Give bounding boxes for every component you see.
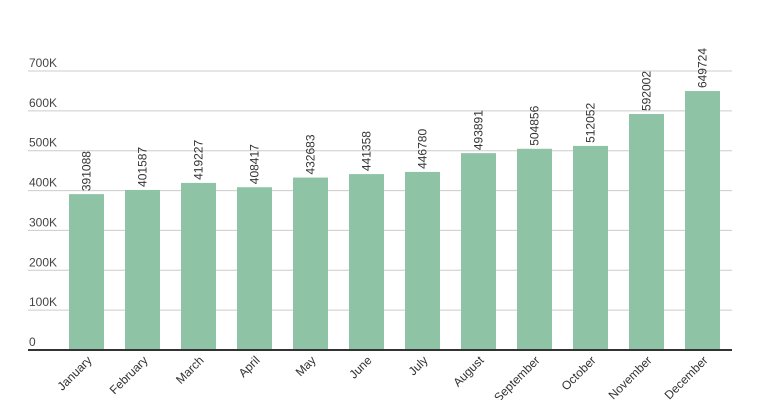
data-label: 441358: [360, 131, 374, 171]
y-tick-label: 700K: [29, 56, 57, 70]
data-label: 592002: [640, 71, 654, 111]
bar-september: [517, 148, 552, 350]
bar-july: [405, 171, 440, 350]
y-tick-label: 500K: [29, 136, 57, 150]
bar-april: [237, 187, 272, 350]
data-label: 504856: [528, 105, 542, 145]
data-labels: 391088 401587 419227 408417 432683 441358 4467…: [80, 48, 710, 191]
y-axis-ticks: 0 100K 200K 300K 400K 500K 600K 700K: [29, 56, 57, 349]
x-tick-label: February: [107, 353, 151, 397]
x-tick-label: October: [559, 353, 599, 393]
bar-december: [685, 91, 720, 350]
data-label: 649724: [696, 48, 710, 88]
y-tick-label: 600K: [29, 96, 57, 110]
y-tick-label: 300K: [29, 215, 57, 229]
x-tick-label: November: [606, 353, 655, 400]
bars: [69, 91, 720, 350]
x-tick-label: June: [346, 353, 375, 382]
bar-october: [573, 145, 608, 350]
bar-june: [349, 174, 384, 350]
bar-november: [629, 114, 664, 350]
y-tick-label: 0: [29, 335, 36, 349]
bar-january: [69, 194, 104, 350]
x-tick-label: July: [406, 353, 431, 378]
data-label: 391088: [80, 151, 94, 191]
x-tick-label: August: [450, 353, 487, 390]
y-tick-label: 400K: [29, 176, 57, 190]
data-label: 446780: [416, 129, 430, 169]
x-tick-label: September: [491, 353, 542, 400]
x-tick-label: March: [173, 353, 206, 386]
data-label: 419227: [192, 140, 206, 180]
x-tick-label: January: [55, 353, 95, 393]
data-label: 408417: [248, 144, 262, 184]
bar-february: [125, 189, 160, 350]
y-tick-label: 200K: [29, 255, 57, 269]
bar-august: [461, 153, 496, 350]
data-label: 432683: [304, 134, 318, 174]
data-label: 493891: [472, 110, 486, 150]
x-tick-label: May: [293, 353, 319, 379]
x-tick-label: December: [662, 353, 711, 400]
data-label: 512052: [584, 103, 598, 143]
bar-march: [181, 182, 216, 350]
data-label: 401587: [136, 147, 150, 187]
x-axis-ticks: January February March April May June July Augu…: [55, 353, 711, 400]
y-tick-label: 100K: [29, 295, 57, 309]
bar-may: [293, 177, 328, 350]
x-tick-label: April: [236, 353, 263, 380]
